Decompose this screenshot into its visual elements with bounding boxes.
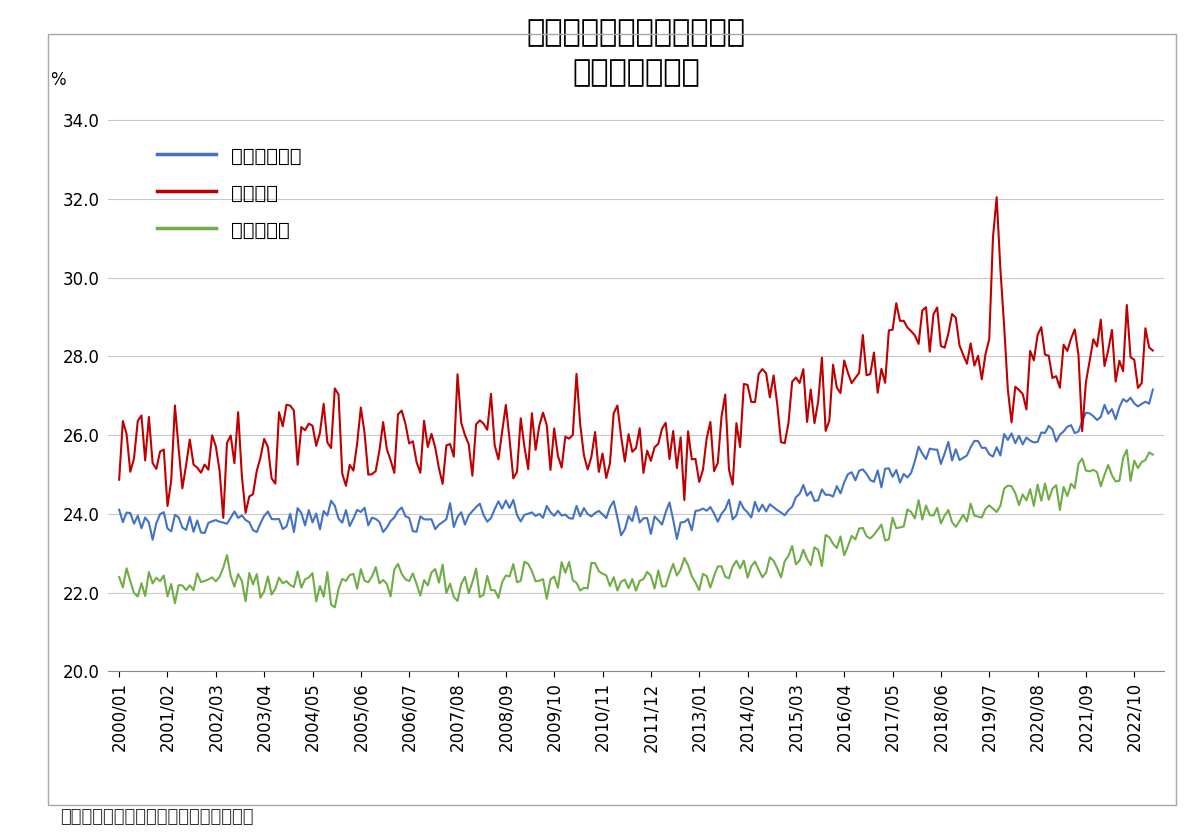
二人以上世帯	[1049, 436, 1063, 446]
無職世帯	[112, 475, 126, 485]
勤労者世帯	[473, 592, 487, 602]
二人以上世帯	[900, 472, 914, 482]
勤労者世帯	[1120, 445, 1134, 455]
無職世帯	[473, 415, 487, 425]
無職世帯	[900, 322, 914, 332]
二人以上世帯	[1146, 384, 1160, 394]
二人以上世帯	[145, 534, 160, 545]
Text: %: %	[50, 71, 66, 89]
無職世帯	[792, 378, 806, 388]
無職世帯	[990, 192, 1004, 202]
勤労者世帯	[469, 564, 484, 574]
勤労者世帯	[1049, 480, 1063, 490]
勤労者世帯	[900, 504, 914, 514]
Line: 無職世帯: 無職世帯	[119, 197, 1153, 518]
Text: （出所）総務省「家計調査」を基に作成: （出所）総務省「家計調査」を基に作成	[60, 809, 253, 826]
二人以上世帯	[469, 502, 484, 512]
無職世帯	[469, 420, 484, 430]
二人以上世帯	[473, 498, 487, 508]
勤労者世帯	[1146, 450, 1160, 460]
勤労者世帯	[792, 555, 806, 565]
無職世帯	[216, 513, 230, 523]
無職世帯	[1052, 383, 1067, 393]
無職世帯	[212, 466, 227, 476]
無職世帯	[1146, 346, 1160, 356]
Line: 勤労者世帯: 勤労者世帯	[119, 450, 1153, 607]
Line: 二人以上世帯: 二人以上世帯	[119, 389, 1153, 539]
勤労者世帯	[212, 571, 227, 581]
二人以上世帯	[112, 504, 126, 514]
Legend: 二人以上世帯, 無職世帯, 勤労者世帯: 二人以上世帯, 無職世帯, 勤労者世帯	[150, 139, 310, 248]
Title: 高水準にあるエンゲル係数
（季節調整値）: 高水準にあるエンゲル係数 （季節調整値）	[527, 18, 745, 87]
勤労者世帯	[328, 602, 342, 612]
二人以上世帯	[792, 489, 806, 499]
二人以上世帯	[216, 518, 230, 528]
勤労者世帯	[112, 572, 126, 582]
